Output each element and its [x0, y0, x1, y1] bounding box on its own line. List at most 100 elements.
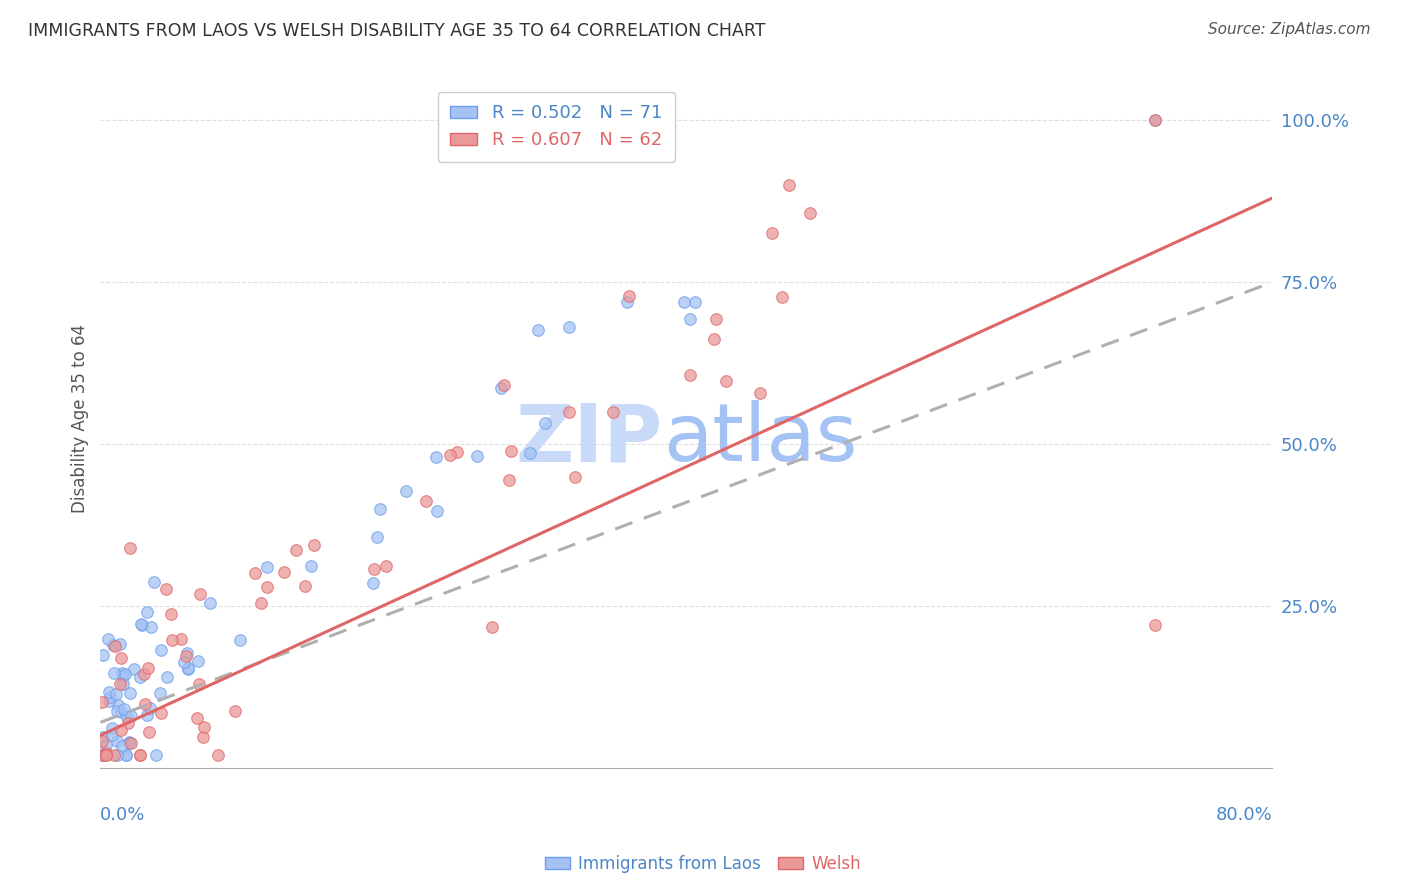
Point: [156, 670, 179, 684]
Point: [188, 587, 211, 601]
Legend: R = 0.502   N = 71, R = 0.607   N = 62: R = 0.502 N = 71, R = 0.607 N = 62: [437, 92, 675, 161]
Point: [426, 504, 449, 518]
Text: 80.0%: 80.0%: [1216, 806, 1272, 824]
Point: [98, 694, 121, 708]
Point: [564, 470, 586, 484]
Point: [302, 538, 325, 552]
Point: [481, 619, 503, 633]
Text: 0.0%: 0.0%: [100, 806, 146, 824]
Point: [91, 648, 114, 663]
Point: [1144, 113, 1167, 128]
Point: [122, 662, 145, 676]
Text: IMMIGRANTS FROM LAOS VS WELSH DISABILITY AGE 35 TO 64 CORRELATION CHART: IMMIGRANTS FROM LAOS VS WELSH DISABILITY…: [28, 22, 766, 40]
Point: [112, 668, 135, 682]
Point: [97, 684, 120, 698]
Text: Source: ZipAtlas.com: Source: ZipAtlas.com: [1208, 22, 1371, 37]
Point: [1144, 618, 1167, 632]
Point: [117, 715, 139, 730]
Point: [128, 669, 150, 683]
Point: [799, 206, 821, 220]
Point: [141, 620, 163, 634]
Point: [395, 483, 418, 498]
Point: [138, 724, 160, 739]
Point: [103, 666, 125, 681]
Point: [98, 690, 121, 704]
Point: [187, 654, 209, 668]
Point: [363, 562, 385, 576]
Point: [250, 596, 273, 610]
Point: [108, 677, 131, 691]
Point: [770, 290, 793, 304]
Point: [90, 734, 112, 748]
Point: [110, 705, 132, 719]
Point: [176, 646, 198, 660]
Point: [704, 312, 727, 326]
Point: [149, 643, 172, 657]
Point: [114, 667, 136, 681]
Point: [114, 747, 136, 762]
Point: [110, 723, 132, 737]
Point: [105, 687, 128, 701]
Point: [134, 697, 156, 711]
Point: [491, 381, 513, 395]
Point: [273, 565, 295, 579]
Point: [294, 579, 316, 593]
Point: [91, 730, 114, 744]
Point: [526, 323, 548, 337]
Point: [131, 617, 153, 632]
Point: [108, 637, 131, 651]
Point: [683, 294, 706, 309]
Point: [245, 566, 267, 581]
Point: [107, 698, 129, 712]
Point: [107, 704, 129, 718]
Point: [145, 747, 167, 762]
Point: [299, 559, 322, 574]
Point: [173, 655, 195, 669]
Point: [111, 677, 134, 691]
Point: [703, 332, 725, 346]
Point: [129, 617, 152, 632]
Point: [519, 446, 541, 460]
Point: [602, 404, 624, 418]
Point: [177, 661, 200, 675]
Point: [177, 662, 200, 676]
Point: [117, 709, 139, 723]
Point: [229, 632, 252, 647]
Point: [494, 377, 516, 392]
Point: [678, 311, 700, 326]
Point: [191, 730, 214, 744]
Point: [1144, 113, 1167, 128]
Point: [105, 747, 128, 762]
Point: [128, 747, 150, 762]
Point: [534, 417, 557, 431]
Text: ZIP: ZIP: [516, 401, 664, 478]
Point: [91, 747, 114, 762]
Legend: Immigrants from Laos, Welsh: Immigrants from Laos, Welsh: [538, 848, 868, 880]
Point: [97, 632, 120, 647]
Point: [170, 632, 193, 646]
Point: [91, 747, 114, 762]
Point: [94, 739, 117, 753]
Point: [616, 295, 638, 310]
Point: [679, 368, 702, 383]
Point: [374, 559, 396, 574]
Point: [94, 747, 117, 761]
Point: [112, 702, 135, 716]
Point: [118, 735, 141, 749]
Point: [149, 685, 172, 699]
Point: [193, 720, 215, 734]
Point: [110, 651, 132, 665]
Point: [101, 721, 124, 735]
Point: [617, 289, 640, 303]
Point: [498, 473, 520, 487]
Y-axis label: Disability Age 35 to 64: Disability Age 35 to 64: [72, 324, 89, 513]
Point: [135, 707, 157, 722]
Point: [101, 638, 124, 652]
Point: [558, 404, 581, 418]
Point: [90, 747, 112, 762]
Point: [749, 386, 772, 401]
Point: [716, 375, 738, 389]
Point: [285, 543, 308, 558]
Point: [366, 530, 388, 544]
Point: [778, 178, 800, 193]
